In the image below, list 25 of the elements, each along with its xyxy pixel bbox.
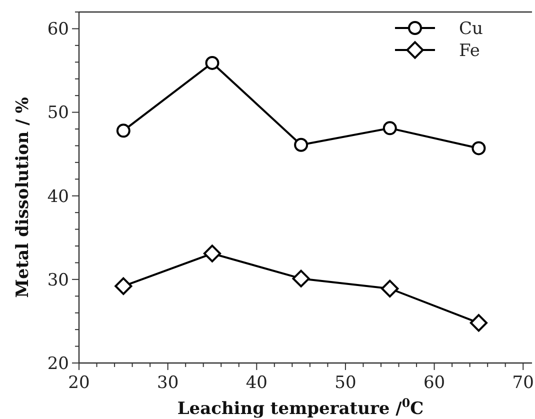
point (294, 138, 308, 152)
point (203, 244, 222, 262)
point (292, 270, 310, 288)
x-tick-label: 30 (157, 373, 179, 393)
point (382, 121, 397, 136)
y-tick-label: 50 (47, 103, 69, 124)
y-tick-label: 20 (47, 354, 69, 374)
y-tick-label: 60 (47, 20, 69, 40)
y-tick-label: 40 (47, 186, 69, 207)
x-tick-label: 40 (246, 373, 268, 393)
x-axis-title: Leaching temperature /$^{0}$C (177, 396, 424, 419)
legend-label: Fe (459, 40, 480, 61)
point (472, 141, 486, 156)
x-tick-label: 70 (512, 373, 534, 393)
y-tick-label: 30 (47, 270, 69, 290)
x-tick-label: 20 (68, 373, 90, 393)
point (470, 314, 488, 332)
point (116, 124, 130, 138)
legend-label: Cu (459, 18, 484, 39)
point (114, 277, 132, 295)
y-axis-title: Metal dissolution / % (13, 97, 33, 298)
point (381, 280, 399, 298)
point (205, 56, 220, 70)
x-tick-label: 50 (334, 373, 356, 393)
x-tick-label: 60 (423, 373, 446, 393)
